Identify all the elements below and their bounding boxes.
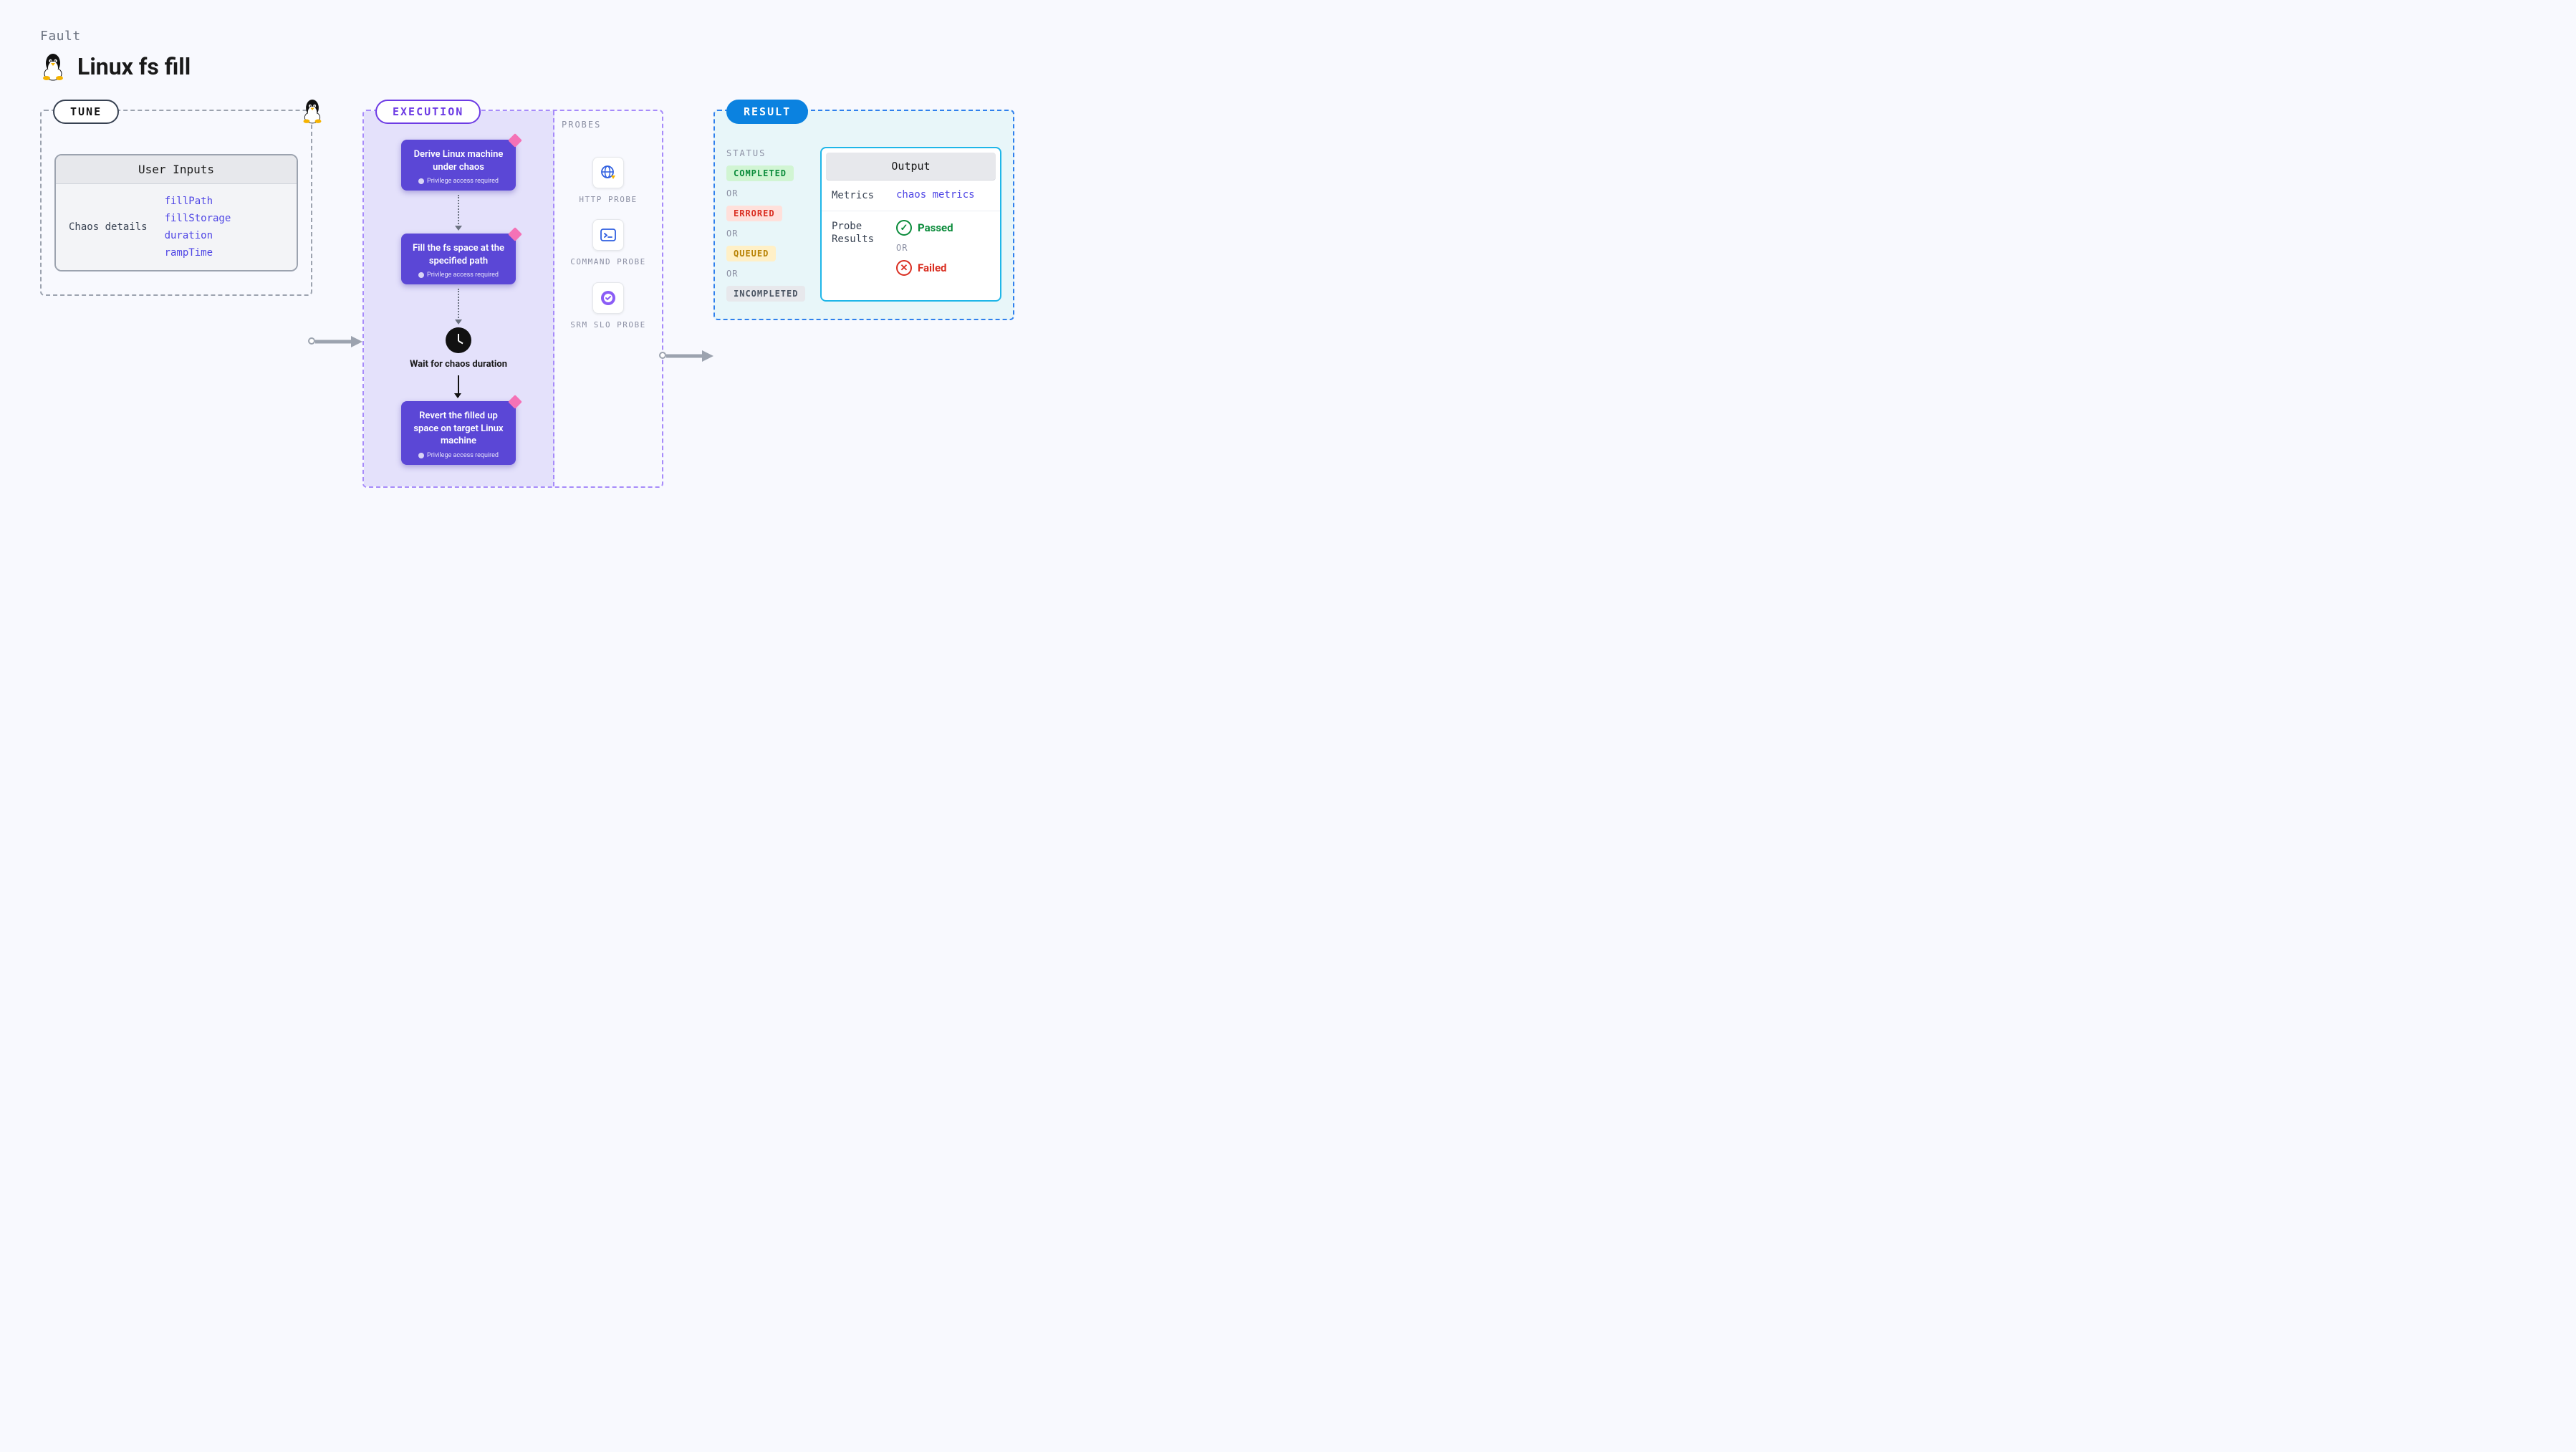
status-badge-incompleted: INCOMPLETED xyxy=(726,286,805,302)
or-label: OR xyxy=(726,269,809,279)
probe-label: SRM SLO PROBE xyxy=(570,319,646,330)
chaos-details-label: Chaos details xyxy=(69,221,148,233)
probe-result-passed: ✓ Passed xyxy=(896,220,953,236)
probe-label: COMMAND PROBE xyxy=(570,256,646,267)
inputs-list: fillPath fillStorage duration rampTime xyxy=(165,196,231,259)
status-title: STATUS xyxy=(726,148,809,158)
command-probe-icon xyxy=(592,219,624,251)
output-key: Metrics xyxy=(832,189,883,202)
tune-section: TUNE User Inputs Chaos details fillPath … xyxy=(40,110,312,296)
execution-section: EXECUTION Derive Linux machine under cha… xyxy=(362,110,663,488)
srm-slo-probe-icon xyxy=(592,282,624,314)
probes-title: PROBES xyxy=(562,120,601,130)
step-subtitle: Privilege access required xyxy=(408,452,509,459)
arrow-down-icon xyxy=(458,195,459,229)
input-item: fillStorage xyxy=(165,213,231,224)
user-inputs-title: User Inputs xyxy=(56,155,297,184)
arrow-tune-to-exec xyxy=(312,335,362,349)
check-circle-icon: ✓ xyxy=(896,220,912,236)
wait-step: Wait for chaos duration xyxy=(410,327,507,371)
step-subtitle: Privilege access required xyxy=(408,178,509,185)
tune-label: TUNE xyxy=(53,100,119,124)
user-inputs-box: User Inputs Chaos details fillPath fillS… xyxy=(54,154,298,271)
arrow-down-icon xyxy=(458,289,459,323)
output-value: chaos metrics xyxy=(896,189,975,201)
step-corner-icon xyxy=(508,227,522,241)
input-item: fillPath xyxy=(165,196,231,207)
linux-penguin-icon xyxy=(301,98,324,124)
step-corner-icon xyxy=(508,395,522,409)
step-title: Fill the fs space at the specified path xyxy=(408,242,509,267)
execution-step: Derive Linux machine under chaos Privile… xyxy=(401,140,516,191)
header-label: Fault xyxy=(40,29,2536,44)
status-badge-queued: QUEUED xyxy=(726,246,776,261)
output-title: Output xyxy=(826,153,996,181)
wait-label: Wait for chaos duration xyxy=(410,359,507,371)
clock-icon xyxy=(446,327,471,353)
diagram-row: TUNE User Inputs Chaos details fillPath … xyxy=(40,110,2536,488)
x-circle-icon: ✕ xyxy=(896,260,912,276)
http-probe-icon xyxy=(592,157,624,188)
step-title: Revert the filled up space on target Lin… xyxy=(408,410,509,448)
step-corner-icon xyxy=(508,133,522,148)
step-title: Derive Linux machine under chaos xyxy=(408,148,509,173)
status-badge-completed: COMPLETED xyxy=(726,165,794,181)
passed-label: Passed xyxy=(918,221,953,234)
or-label: OR xyxy=(726,229,809,239)
linux-penguin-icon xyxy=(40,52,66,81)
probes-column: PROBES HTTP PROBE COMMAND PROBE SRM SLO … xyxy=(554,111,662,486)
output-row-probe-results: Probe Results ✓ Passed OR ✕ Failed xyxy=(822,211,1000,284)
title-row: Linux fs fill xyxy=(40,52,2536,81)
execution-steps-column: Derive Linux machine under chaos Privile… xyxy=(364,111,554,486)
execution-label: EXECUTION xyxy=(375,100,481,124)
status-badge-errored: ERRORED xyxy=(726,206,782,221)
page-title: Linux fs fill xyxy=(77,53,191,80)
probe-label: HTTP PROBE xyxy=(579,194,637,205)
or-label: OR xyxy=(726,188,809,198)
execution-step: Revert the filled up space on target Lin… xyxy=(401,401,516,465)
output-key: Probe Results xyxy=(832,220,883,246)
arrow-exec-to-result xyxy=(663,349,713,363)
arrow-down-icon xyxy=(458,375,459,397)
input-item: duration xyxy=(165,230,231,241)
output-row-metrics: Metrics chaos metrics xyxy=(822,181,1000,211)
probe-item: HTTP PROBE xyxy=(579,157,637,205)
output-box: Output Metrics chaos metrics Probe Resul… xyxy=(820,147,1001,302)
or-label: OR xyxy=(896,243,953,253)
probe-result-failed: ✕ Failed xyxy=(896,260,953,276)
result-section: RESULT STATUS COMPLETED OR ERRORED OR QU… xyxy=(713,110,1014,320)
execution-step: Fill the fs space at the specified path … xyxy=(401,234,516,284)
probe-item: SRM SLO PROBE xyxy=(570,282,646,330)
failed-label: Failed xyxy=(918,261,947,274)
step-subtitle: Privilege access required xyxy=(408,271,509,279)
input-item: rampTime xyxy=(165,247,231,259)
probe-item: COMMAND PROBE xyxy=(570,219,646,267)
result-label: RESULT xyxy=(726,100,808,124)
status-column: STATUS COMPLETED OR ERRORED OR QUEUED OR… xyxy=(726,147,809,302)
